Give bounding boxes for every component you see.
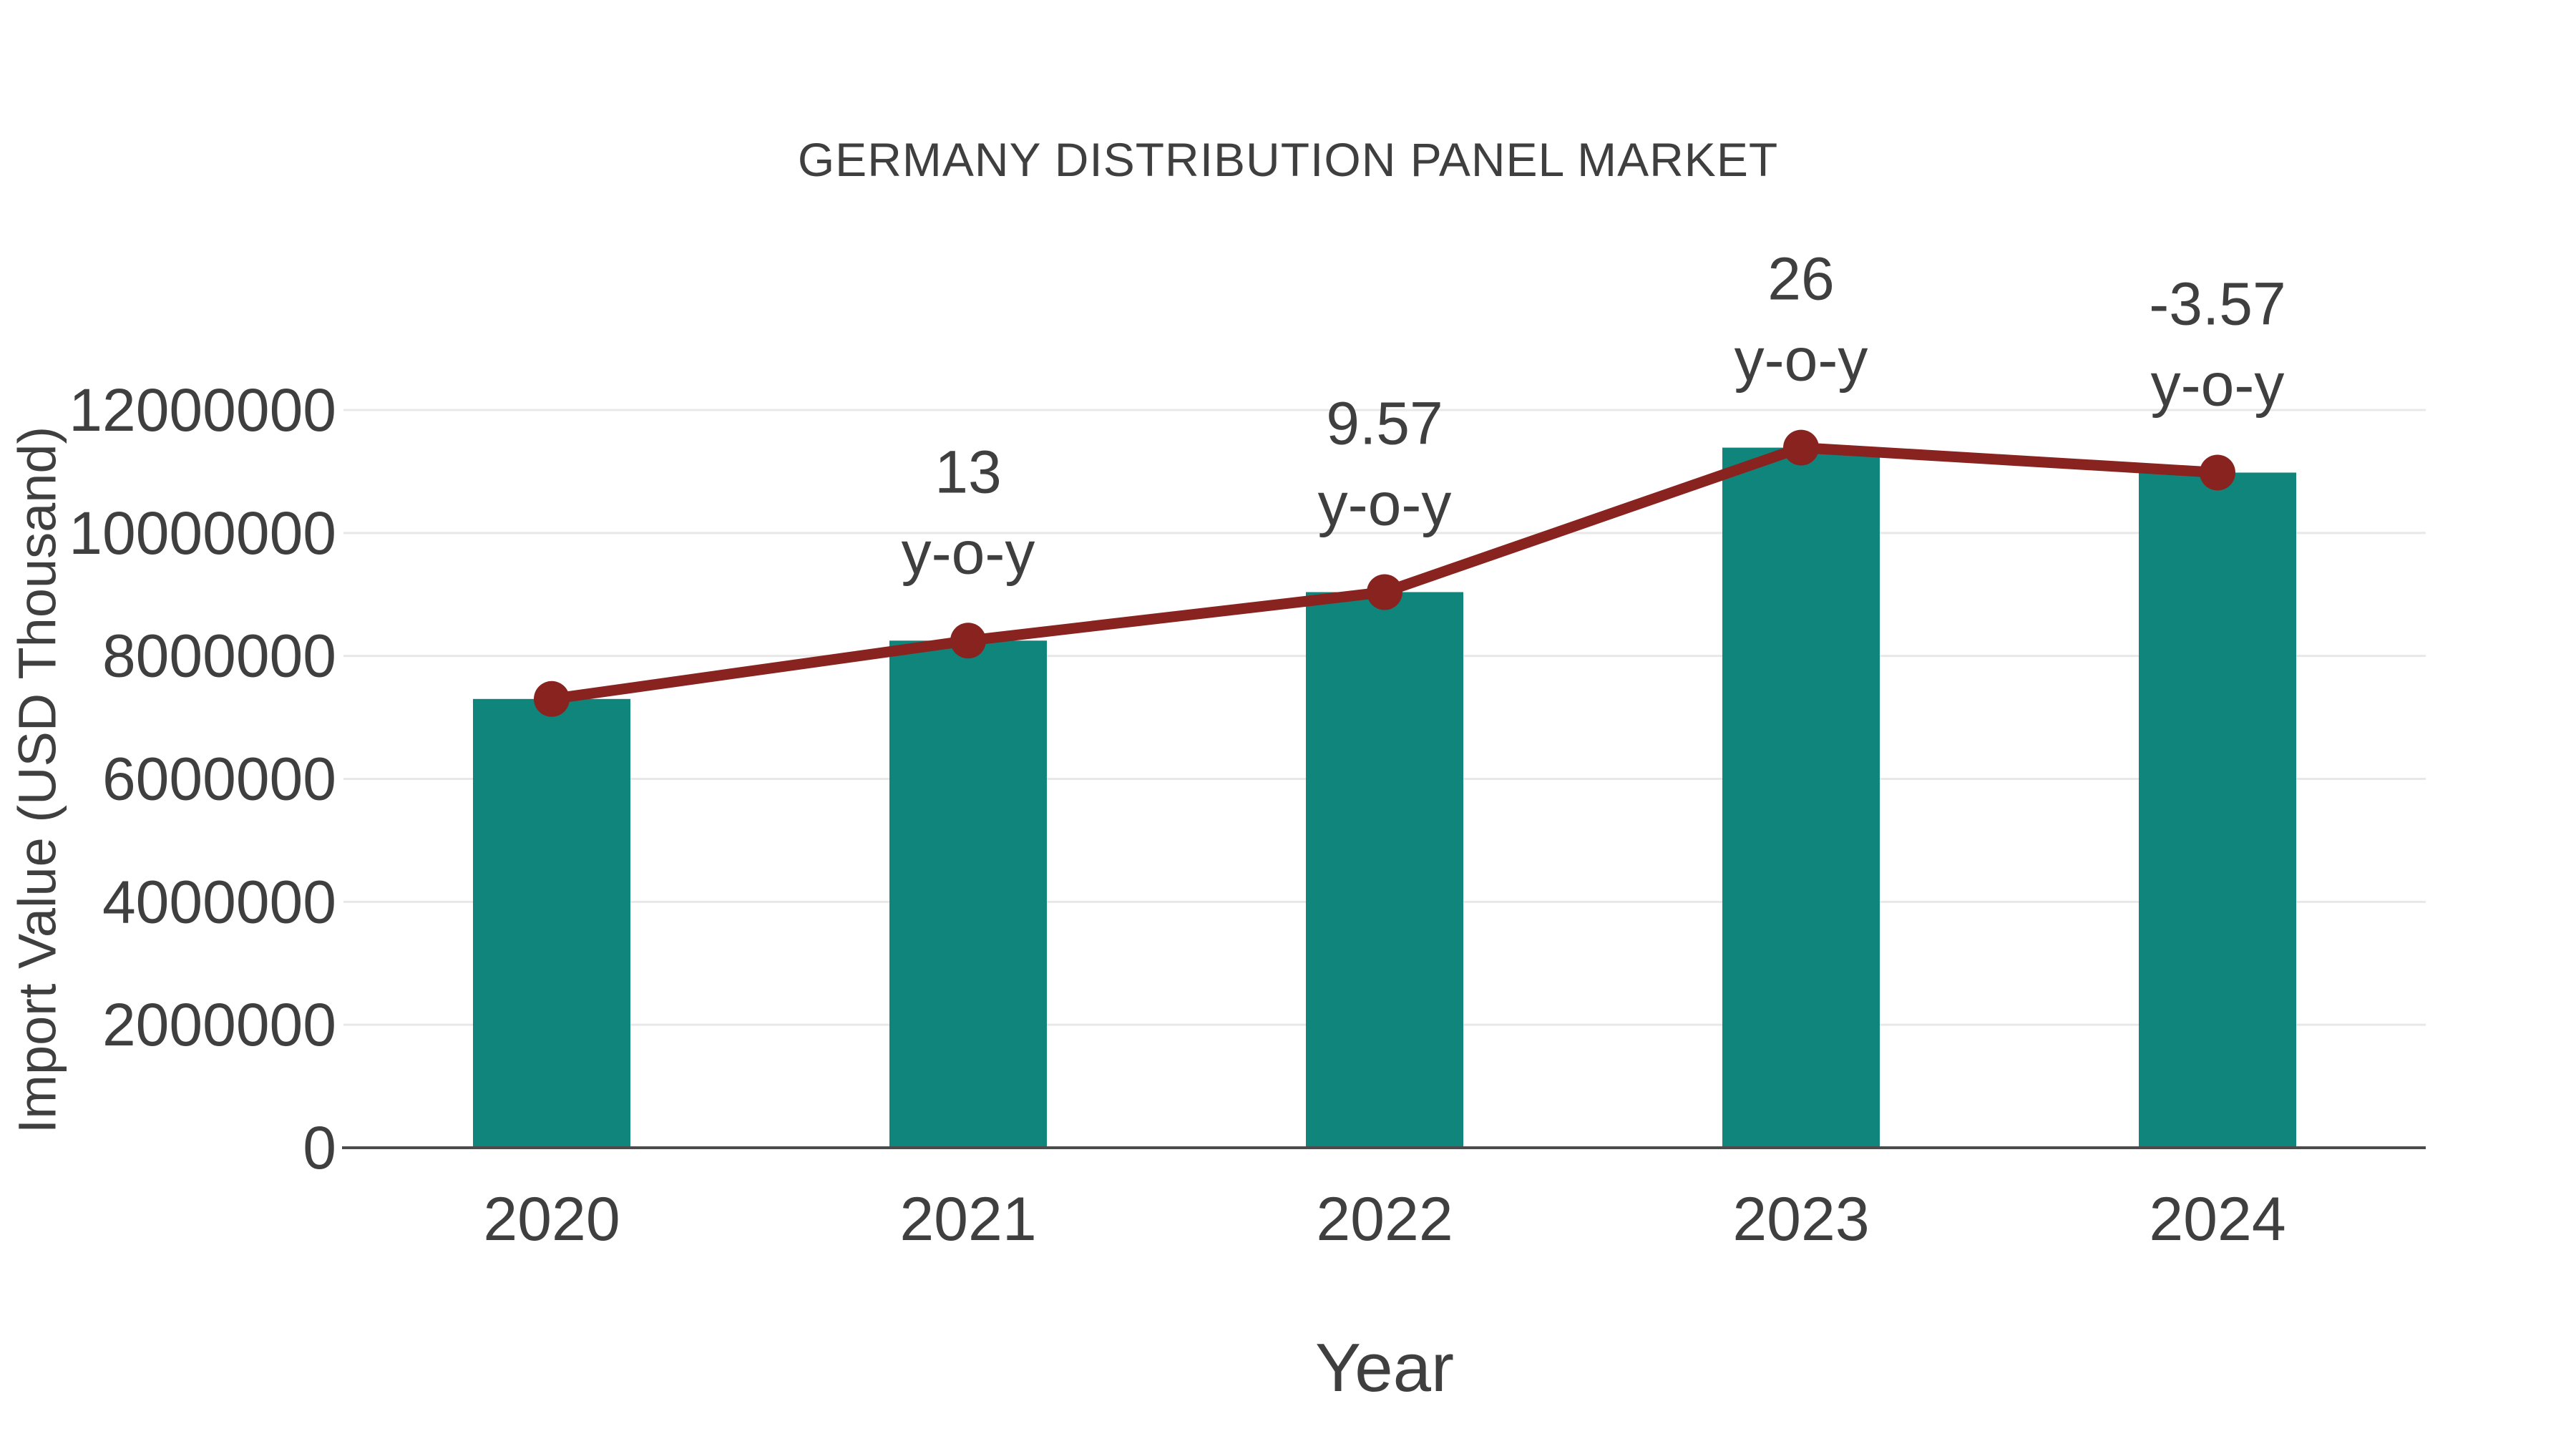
y-tick-label: 12000000 [69,376,336,444]
data-point-marker [950,623,986,659]
yoy-value-label: 26 [1767,245,1834,313]
chart-title: GERMANY DISTRIBUTION PANEL MARKET [797,133,1779,186]
bar [889,640,1047,1148]
yoy-value-label: -3.57 [2149,270,2285,337]
data-point-marker [534,680,570,717]
data-point-marker [1783,429,1819,466]
y-tick-label: 0 [303,1114,336,1181]
bar [1306,592,1463,1148]
yoy-suffix-label: y-o-y [2151,351,2285,418]
y-tick-label: 8000000 [102,623,336,690]
y-tick-label: 2000000 [102,991,336,1058]
x-tick-label: 2020 [483,1185,620,1254]
x-tick-label: 2023 [1732,1185,1869,1254]
bar [1722,447,1880,1148]
yoy-value-label: 9.57 [1326,389,1443,457]
bar [473,698,630,1148]
x-axis-title: Year [1315,1330,1454,1406]
y-tick-label: 4000000 [102,868,336,935]
yoy-value-label: 13 [935,438,1001,505]
yoy-suffix-label: y-o-y [1735,326,1868,394]
data-point-marker [1367,574,1402,610]
y-tick-label: 10000000 [69,499,336,567]
x-tick-label: 2021 [899,1185,1036,1254]
bar [2139,472,2296,1148]
data-point-marker [2200,454,2235,491]
yoy-suffix-label: y-o-y [1318,470,1452,537]
yoy-suffix-label: y-o-y [902,519,1035,586]
x-tick-label: 2024 [2149,1185,2285,1254]
x-tick-label: 2022 [1316,1185,1453,1254]
y-tick-label: 6000000 [102,746,336,813]
